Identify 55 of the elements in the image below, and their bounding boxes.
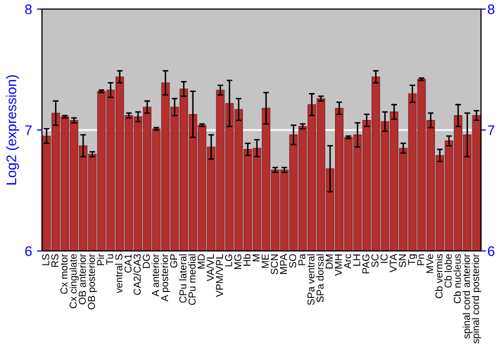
x-tick-label: Cx cingulate	[69, 254, 79, 308]
x-tick-label: ME	[262, 254, 269, 268]
x-tick-label: Tg	[408, 254, 418, 266]
x-tick-label: Tu	[106, 254, 114, 265]
x-tick-label: spinal cord posterior	[472, 254, 482, 344]
x-tick-label: SPa ventral	[307, 254, 314, 305]
x-tick-label: Cb nucleus	[453, 254, 461, 304]
x-tick-label: VTA	[390, 254, 397, 272]
x-tick-label: CPu lateral	[179, 254, 186, 303]
x-tick-label: MVe	[426, 254, 434, 273]
x-tick-label: SO	[289, 254, 296, 268]
x-tick-label: SN	[398, 254, 406, 268]
x-tick-label: VPM/VPL	[216, 254, 224, 298]
x-tick-label: LG	[225, 254, 232, 266]
x-tick-label: A anterior	[152, 254, 160, 297]
x-tick-label: OB posterior	[88, 254, 97, 310]
x-tick-label: LS	[42, 254, 50, 266]
y2-tick-label: 6	[488, 246, 494, 256]
x-tick-label: OB anterior	[78, 254, 86, 304]
x-tick-label: CPu medial	[188, 254, 196, 305]
x-tick-label: GP	[170, 254, 178, 268]
x-tick-label: Cb lobe	[444, 254, 452, 288]
x-tick-label: MD	[198, 254, 205, 268]
x-tick-label: Pir	[96, 254, 104, 266]
x-tick-label: SPa dorsal	[316, 254, 324, 302]
x-tick-label: MPA	[280, 254, 287, 274]
x-tick-label: Pa	[298, 254, 306, 266]
x-tick-label: Pn	[417, 254, 424, 266]
x-tick-label: A posterior	[160, 254, 170, 302]
x-tick-label: SCN	[270, 254, 278, 274]
x-tick-label: RS	[51, 254, 58, 267]
x-tick-label: VA/VL	[206, 254, 214, 282]
x-tick-label: Hb	[243, 254, 250, 266]
y-tick-label: 8	[25, 4, 32, 14]
y2-tick-label: 8	[488, 4, 494, 14]
x-tick-label: ventral S	[115, 254, 122, 294]
x-tick-label: M	[252, 254, 260, 262]
x-tick-label: DG	[142, 254, 150, 268]
x-tick-label: PAG	[362, 254, 370, 274]
x-tick-label: DM	[326, 254, 333, 268]
x-tick-label: Arc	[344, 254, 352, 269]
x-tick-label: SC	[371, 254, 379, 268]
y-tick-label: 6	[25, 246, 32, 256]
y-axis-title: Log2 (expression)	[6, 75, 19, 184]
x-tick-label: Cb vermis	[435, 254, 443, 298]
x-tick-label: MG	[234, 254, 242, 270]
x-tick-label: IC	[380, 254, 388, 263]
x-tick-label: LH	[353, 254, 360, 266]
x-tick-label: VMH	[334, 254, 342, 276]
x-tick-label: spinal cord anterior	[462, 254, 472, 338]
x-tick-label: CA2/CA3	[133, 254, 141, 295]
x-tick-label: Cx motor	[60, 254, 68, 294]
y2-tick-label: 7	[488, 126, 494, 136]
x-tick-label: CA1	[124, 254, 132, 273]
y-tick-label: 7	[25, 126, 32, 136]
